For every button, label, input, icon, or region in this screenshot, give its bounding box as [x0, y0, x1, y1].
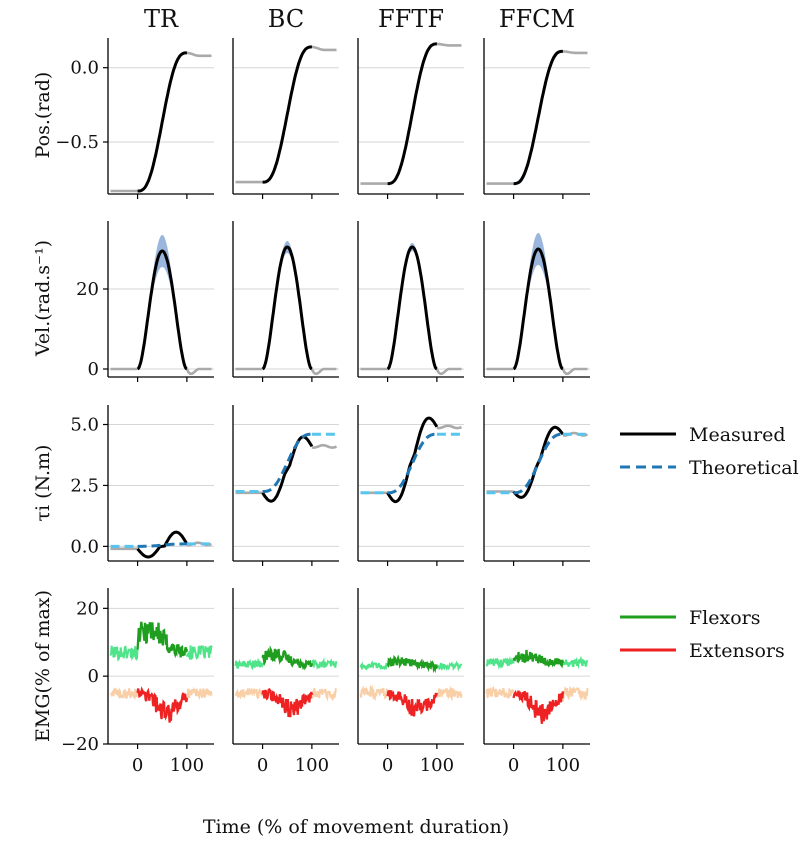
- x-tick-label: 0: [508, 755, 519, 776]
- emg-flexors-post-line: [311, 657, 338, 671]
- y-tick-label-tau: 2.5: [70, 475, 99, 496]
- column-title-tr: TR: [144, 5, 179, 33]
- torque-measured-line: [136, 530, 189, 559]
- emg-extensors-line: [386, 689, 438, 717]
- torque-theoretical-line: [262, 432, 312, 493]
- velocity-measured-line: [261, 245, 313, 371]
- column-title-ffcm: FFCM: [499, 5, 575, 33]
- torque-measured-line: [512, 425, 565, 499]
- emg-extensors-post-line: [435, 685, 463, 702]
- y-tick-label-pos: −0.5: [55, 132, 99, 153]
- emg-flexors-pre-line: [359, 660, 389, 671]
- emg-extensors-post-line: [311, 687, 337, 702]
- emg-extensors-line: [261, 688, 314, 718]
- legend-extensors-label: Extensors: [689, 640, 785, 662]
- velocity-variability-band: [137, 235, 187, 369]
- emg-flexors-pre-line: [109, 645, 139, 662]
- position-measured-line: [137, 51, 187, 193]
- y-tick-label-vel: 20: [76, 279, 99, 300]
- velocity-post-movement-line: [435, 367, 462, 376]
- velocity-post-movement-line: [310, 367, 337, 376]
- emg-flexors-line: [512, 649, 565, 669]
- x-axis-label: Time (% of movement duration): [203, 816, 509, 838]
- x-tick-label: 100: [420, 755, 454, 776]
- ylabel-position: Pos.(rad): [32, 72, 54, 159]
- torque-theoretical-line: [513, 432, 563, 495]
- emg-extensors-post-line: [185, 686, 213, 701]
- torque-measured-line: [386, 416, 439, 504]
- emg-flexors-line: [136, 621, 189, 659]
- emg-extensors-line: [136, 686, 189, 723]
- column-title-fftf: FFTF: [378, 5, 444, 33]
- emg-extensors-pre-line: [359, 684, 389, 702]
- emg-flexors-post-line: [561, 655, 589, 670]
- emg-flexors-line: [387, 654, 439, 674]
- emg-flexors-pre-line: [485, 655, 515, 670]
- position-post-movement-line: [562, 50, 588, 55]
- position-measured-line: [513, 49, 563, 186]
- emg-extensors-pre-line: [234, 687, 264, 700]
- position-post-movement-line: [436, 42, 462, 47]
- column-title-bc: BC: [268, 5, 304, 33]
- position-measured-line: [387, 42, 437, 186]
- y-tick-label-emg: −20: [61, 734, 99, 755]
- velocity-post-movement-line: [561, 367, 588, 376]
- velocity-measured-line: [386, 245, 438, 371]
- velocity-measured-line: [512, 247, 564, 371]
- position-post-movement-line: [186, 51, 212, 58]
- velocity-post-movement-line: [185, 367, 212, 376]
- torque-theoretical-line: [387, 432, 437, 495]
- velocity-measured-line: [136, 249, 188, 371]
- ylabel-velocity: Vel.(rad.s⁻¹): [32, 240, 54, 357]
- x-tick-label: 0: [382, 755, 393, 776]
- emg-flexors-post-line: [436, 660, 463, 672]
- y-tick-label-pos: 0.0: [70, 58, 99, 79]
- emg-flexors-pre-line: [234, 657, 264, 671]
- emg-extensors-pre-line: [485, 686, 515, 700]
- position-measured-line: [262, 45, 312, 184]
- x-tick-label: 0: [257, 755, 268, 776]
- emg-flexors-line: [261, 645, 314, 671]
- x-tick-label: 100: [546, 755, 580, 776]
- velocity-variability-band: [513, 233, 563, 369]
- torque-post-movement-line: [436, 424, 462, 430]
- x-tick-label: 100: [295, 755, 329, 776]
- velocity-variability-band: [387, 243, 437, 369]
- torque-theoretical-line: [137, 542, 187, 548]
- y-tick-label-tau: 5.0: [70, 415, 99, 436]
- legend-flexors-label: Flexors: [689, 607, 761, 629]
- ylabel-emg: EMG(% of max): [32, 590, 54, 742]
- position-post-movement-line: [311, 45, 337, 52]
- emg-extensors-pre-line: [110, 687, 139, 701]
- ylabel-torque: τi (N.m): [32, 445, 54, 522]
- legend-measured-label: Measured: [689, 424, 786, 446]
- legend-theoretical-label: Theoretical: [689, 457, 799, 479]
- y-tick-label-tau: 0.0: [70, 536, 99, 557]
- emg-extensors-post-line: [561, 685, 589, 702]
- x-tick-label: 100: [170, 755, 204, 776]
- torque-post-movement-line: [311, 443, 337, 449]
- x-tick-label: 0: [132, 755, 143, 776]
- y-tick-label-emg: 0: [88, 666, 99, 687]
- emg-flexors-post-line: [185, 645, 213, 661]
- emg-extensors-line: [512, 689, 565, 724]
- y-tick-label-vel: 0: [88, 359, 99, 380]
- velocity-variability-band: [262, 241, 312, 369]
- y-tick-label-emg: 20: [76, 598, 99, 619]
